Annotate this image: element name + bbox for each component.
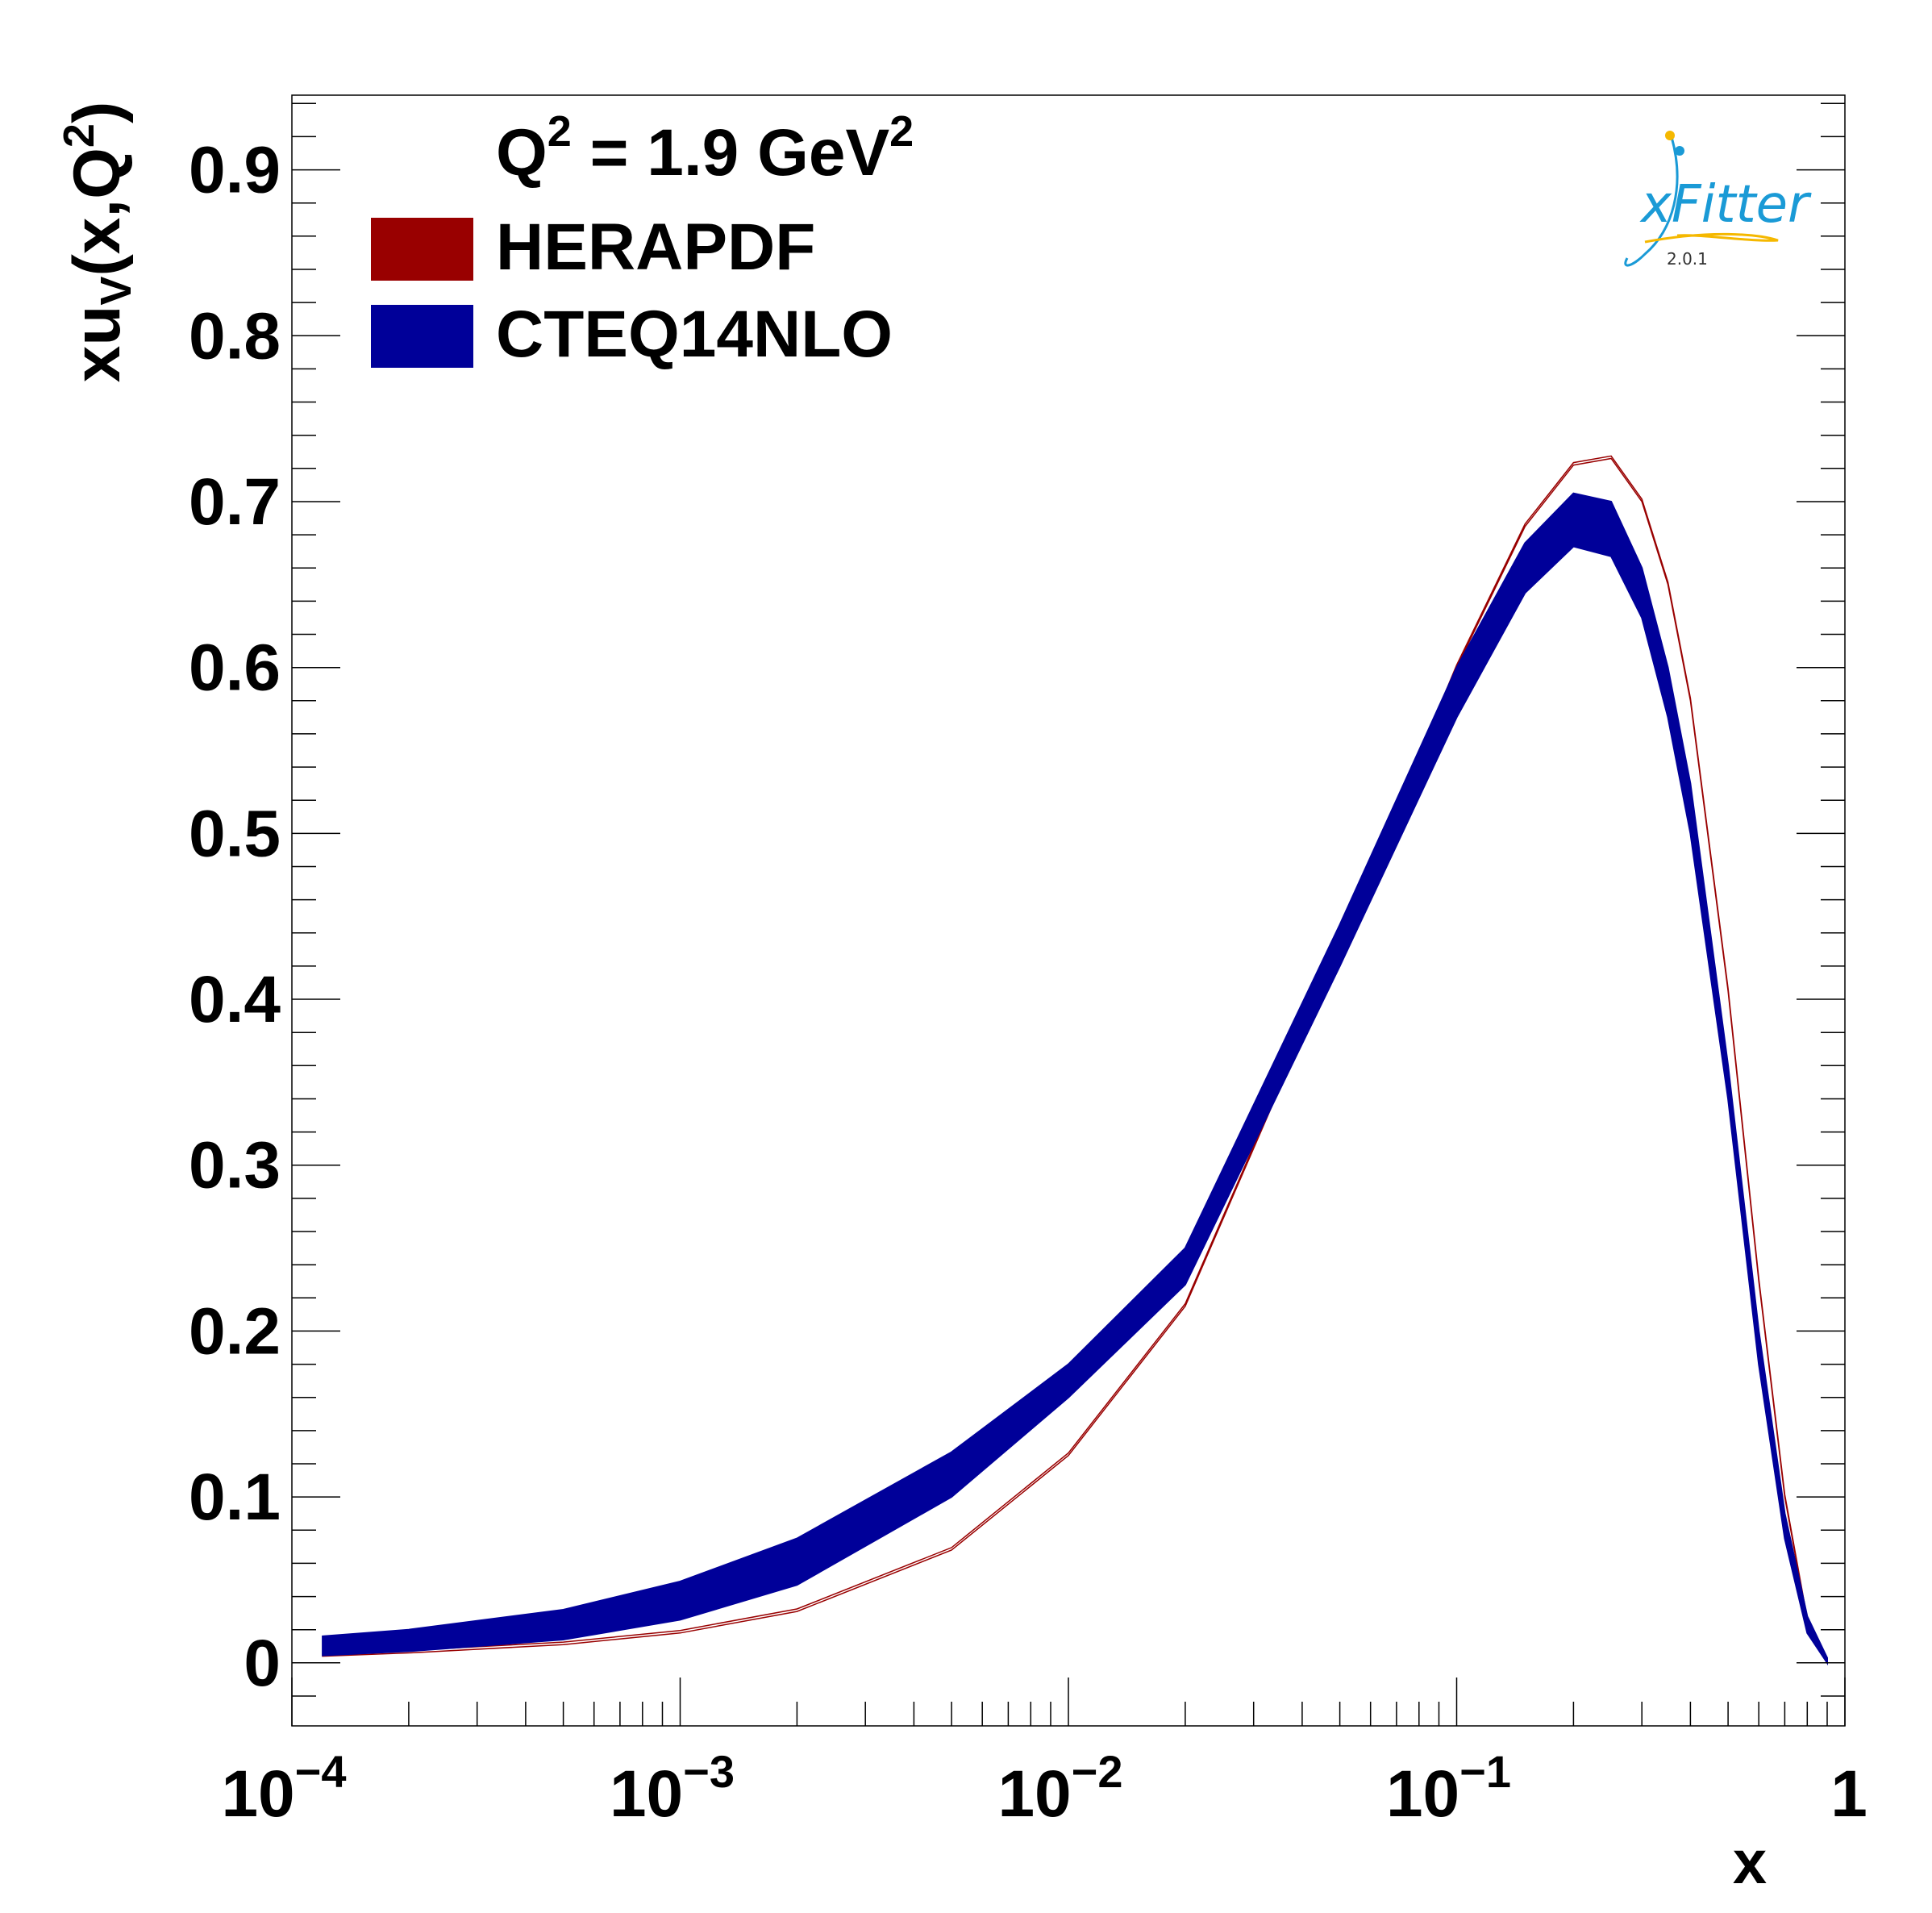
logo-dot-yellow (1665, 131, 1675, 140)
logo-version: 2.0.1 (1667, 249, 1708, 269)
logo-dot-blue (1675, 146, 1684, 156)
x-axis-ticks (291, 1678, 1846, 1726)
y-axis-title-sup: 2 (55, 123, 103, 148)
x-tick-label: 10−1 (1386, 1746, 1511, 1831)
y-tick-label: 0.6 (189, 631, 281, 705)
x-tick-exp: −3 (683, 1746, 735, 1797)
y-tick-label: 0.2 (189, 1294, 281, 1368)
x-axis-title: x (1733, 1828, 1767, 1897)
x-axis-tick-labels: 10−4 10−3 10−2 10−1 1 (221, 1746, 1867, 1831)
y-tick-label: 0.1 (189, 1461, 281, 1534)
logo-name: xFitter (1639, 175, 1812, 235)
y-tick-label: 0 (244, 1627, 281, 1700)
x-tick-exp: −1 (1459, 1746, 1511, 1797)
y-axis-title-close: ) (60, 102, 134, 123)
y-tick-label: 0.3 (189, 1129, 281, 1202)
y-axis-title-main: xu (60, 306, 134, 383)
legend-label-cteq14nlo: CTEQ14NLO (496, 298, 893, 371)
q2-annotation-base: Q (496, 116, 548, 190)
y-tick-label: 0.5 (189, 797, 281, 870)
legend-label-herapdf: HERAPDF (496, 210, 815, 284)
x-tick-base: 10 (1386, 1757, 1459, 1831)
legend-swatch-herapdf (371, 218, 473, 281)
x-tick-exp: −4 (295, 1746, 347, 1797)
y-tick-label: 0.8 (189, 299, 281, 373)
x-tick-label: 10−3 (610, 1746, 735, 1831)
x-tick-label: 1 (1830, 1757, 1867, 1831)
y-tick-label: 0.9 (189, 134, 281, 207)
xfitter-logo: xFitter 2.0.1 (1624, 131, 1812, 269)
q2-annotation-sup2: 2 (889, 107, 914, 156)
x-tick-exp: −2 (1072, 1746, 1123, 1797)
logo-swoosh-yellow (1644, 232, 1779, 244)
x-tick-base: 10 (610, 1757, 683, 1831)
q2-annotation-sup1: 2 (548, 107, 572, 156)
x-tick-label: 10−4 (221, 1746, 346, 1831)
y-tick-label: 0.7 (189, 465, 281, 539)
y-tick-label: 0.4 (189, 963, 281, 1036)
y-axis-title-args: (x,Q (60, 148, 134, 276)
logo-swoosh-blue (1624, 136, 1679, 267)
legend: HERAPDF CTEQ14NLO (371, 210, 893, 371)
legend-swatch-cteq14nlo (371, 305, 473, 368)
y-axis-tick-labels: 0 0.1 0.2 0.3 0.4 0.5 0.6 0.7 0.8 0.9 (189, 134, 281, 1700)
q2-annotation-mid: = 1.9 GeV (572, 116, 890, 190)
y-axis-title: xuV(x,Q2) (55, 102, 140, 383)
q2-annotation: Q2 = 1.9 GeV2 (496, 107, 914, 190)
y-axis-ticks (292, 102, 1845, 1697)
y-axis-title-sub: V (92, 277, 140, 306)
x-tick-base: 10 (997, 1757, 1071, 1831)
x-tick-label: 10−2 (997, 1746, 1122, 1831)
x-tick-base: 10 (221, 1757, 294, 1831)
